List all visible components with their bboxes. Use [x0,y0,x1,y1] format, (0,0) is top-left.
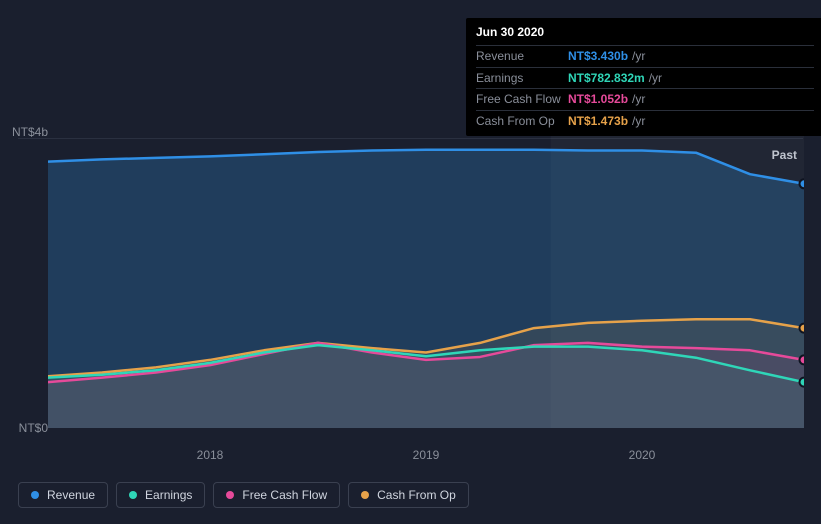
area-chart [48,132,804,428]
tooltip-row-unit: /yr [632,91,645,108]
tooltip-row-unit: /yr [632,48,645,65]
tooltip-row: RevenueNT$3.430b/yr [476,45,814,67]
legend-item-label: Cash From Op [377,488,456,502]
tooltip-row-label: Revenue [476,48,568,65]
x-axis-label: 2018 [197,448,224,462]
tooltip-row-unit: /yr [632,113,645,130]
tooltip-row-unit: /yr [649,70,662,87]
x-axis-label: 2020 [629,448,656,462]
legend-item-revenue[interactable]: Revenue [18,482,108,508]
x-axis-label: 2019 [413,448,440,462]
tooltip-row-value: NT$3.430b [568,48,628,65]
legend-dot-icon [129,491,137,499]
tooltip-row-value: NT$782.832m [568,70,645,87]
legend-item-free_cash_flow[interactable]: Free Cash Flow [213,482,340,508]
y-axis-label: NT$4b [12,125,48,139]
tooltip-row-label: Earnings [476,70,568,87]
tooltip-row-label: Free Cash Flow [476,91,568,108]
legend-item-earnings[interactable]: Earnings [116,482,205,508]
legend-item-label: Earnings [145,488,192,502]
tooltip-row: Free Cash FlowNT$1.052b/yr [476,88,814,110]
chart-tooltip: Jun 30 2020 RevenueNT$3.430b/yrEarningsN… [466,18,821,136]
tooltip-title: Jun 30 2020 [476,24,814,41]
past-label: Past [772,148,797,162]
chart-legend: Revenue Earnings Free Cash Flow Cash From O… [18,482,469,508]
y-axis-label: NT$0 [19,421,48,435]
legend-item-cash_from_op[interactable]: Cash From Op [348,482,469,508]
legend-dot-icon [31,491,39,499]
chart-container: Past NT$0NT$4b 201820192020 Jun 30 2020 … [0,0,821,524]
tooltip-row-label: Cash From Op [476,113,568,130]
tooltip-row: EarningsNT$782.832m/yr [476,67,814,89]
tooltip-row-value: NT$1.052b [568,91,628,108]
tooltip-row: Cash From OpNT$1.473b/yr [476,110,814,132]
legend-item-label: Free Cash Flow [242,488,327,502]
legend-dot-icon [361,491,369,499]
legend-item-label: Revenue [47,488,95,502]
legend-dot-icon [226,491,234,499]
tooltip-row-value: NT$1.473b [568,113,628,130]
